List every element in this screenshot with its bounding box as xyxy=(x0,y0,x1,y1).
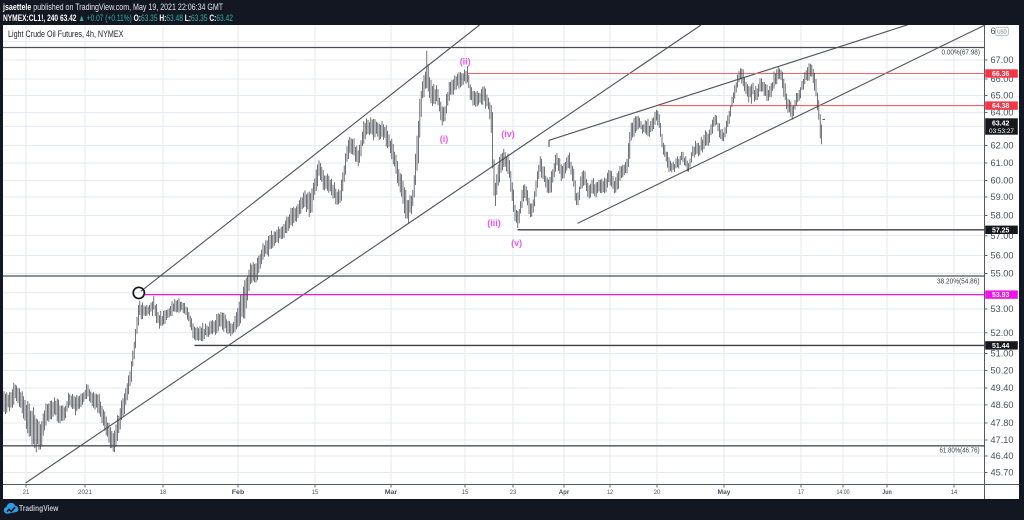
svg-text:15: 15 xyxy=(462,489,469,496)
svg-text:2021: 2021 xyxy=(78,489,92,496)
svg-text:(i): (i) xyxy=(440,134,449,144)
svg-text:53.93: 53.93 xyxy=(992,292,1009,299)
svg-text:15: 15 xyxy=(312,489,319,496)
svg-text:56.00: 56.00 xyxy=(991,251,1014,261)
svg-text:48.60: 48.60 xyxy=(991,400,1014,410)
svg-text:47.10: 47.10 xyxy=(991,435,1014,445)
svg-text:(v): (v) xyxy=(511,238,522,248)
svg-text:46.40: 46.40 xyxy=(991,451,1014,461)
svg-text:66.36: 66.36 xyxy=(992,71,1009,78)
svg-text:47.80: 47.80 xyxy=(991,418,1014,428)
svg-text:USD: USD xyxy=(997,30,1007,36)
svg-text:0.00%(67.98): 0.00%(67.98) xyxy=(942,47,981,56)
svg-text:61.80%(46.76): 61.80%(46.76) xyxy=(940,446,980,455)
svg-text:64.00: 64.00 xyxy=(991,108,1014,118)
svg-text:(iv): (iv) xyxy=(501,129,515,139)
svg-text:6: 6 xyxy=(991,26,996,36)
svg-text:49.40: 49.40 xyxy=(991,383,1014,393)
svg-text:53.00: 53.00 xyxy=(991,304,1014,314)
svg-text:(ii): (ii) xyxy=(460,57,471,67)
svg-text:52.00: 52.00 xyxy=(991,328,1014,338)
svg-text:64.38: 64.38 xyxy=(992,103,1009,110)
svg-text:60.00: 60.00 xyxy=(991,176,1014,186)
svg-text:59.00: 59.00 xyxy=(991,192,1014,202)
svg-text:14: 14 xyxy=(951,489,958,496)
svg-text:Feb: Feb xyxy=(232,489,245,496)
svg-text:38.20%(54.86): 38.20%(54.86) xyxy=(937,276,980,285)
svg-text:58.00: 58.00 xyxy=(991,211,1014,221)
svg-text:51.00: 51.00 xyxy=(991,349,1014,359)
svg-text:61.00: 61.00 xyxy=(991,158,1014,168)
svg-text:(iii): (iii) xyxy=(487,218,501,228)
svg-text:57.25: 57.25 xyxy=(992,227,1009,234)
svg-text:Mar: Mar xyxy=(385,489,398,496)
svg-text:66.00: 66.00 xyxy=(991,74,1014,84)
svg-text:62.00: 62.00 xyxy=(991,141,1014,151)
svg-text:67.00: 67.00 xyxy=(991,55,1014,65)
svg-text:18: 18 xyxy=(160,489,167,496)
svg-text:21: 21 xyxy=(23,489,30,496)
svg-text:May: May xyxy=(718,489,732,496)
svg-text:12: 12 xyxy=(607,489,613,496)
svg-text:63.42: 63.42 xyxy=(992,121,1009,128)
svg-text:03:53:27: 03:53:27 xyxy=(989,128,1014,135)
svg-text:14:00: 14:00 xyxy=(837,489,850,496)
svg-text:17: 17 xyxy=(798,489,804,496)
svg-text:50.20: 50.20 xyxy=(991,366,1014,376)
svg-text:57.00: 57.00 xyxy=(991,231,1014,241)
svg-text:51.44: 51.44 xyxy=(992,343,1009,350)
svg-text:55.00: 55.00 xyxy=(991,269,1014,279)
svg-text:Apr: Apr xyxy=(559,489,570,496)
svg-text:20: 20 xyxy=(654,489,661,496)
svg-text:45.70: 45.70 xyxy=(991,468,1014,478)
svg-text:23: 23 xyxy=(510,489,517,496)
svg-text:Jun: Jun xyxy=(882,489,892,496)
svg-text:65.00: 65.00 xyxy=(991,91,1014,101)
